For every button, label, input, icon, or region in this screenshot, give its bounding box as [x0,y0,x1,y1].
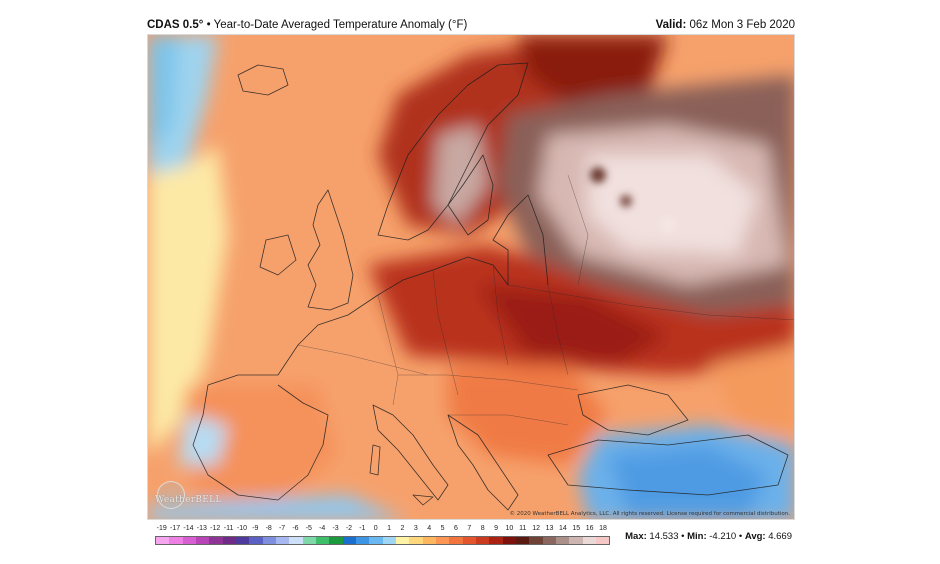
colorbar-tick-label: -10 [236,525,247,532]
colorbar-tick-label: 10 [505,525,514,532]
colorbar-segment [182,537,196,544]
colorbar-segment [435,537,450,544]
colorbar-segment [382,537,396,544]
colorbar-tick-label: -4 [319,525,326,532]
colorbar-segment [595,537,610,544]
colorbar-tick-label: 8 [480,525,485,532]
valid-value: 06z Mon 3 Feb 2020 [689,19,796,31]
colorbar-segment [329,537,343,544]
colorbar-tick-label: 12 [532,525,541,532]
colorbar-segment [529,537,543,544]
colorbar-tick-label: -19 [156,525,167,532]
colorbar-segment [169,537,183,544]
valid-label: Valid: [655,19,687,31]
colorbar-tick-label: 5 [440,525,445,532]
title-text: Year-to-Date Averaged Temperature Anomal… [213,19,468,31]
colorbar-segment [369,537,383,544]
colorbar-segment [502,537,516,544]
anomaly-map: WeatherBELL © 2020 WeatherBELL Analytics… [147,34,795,520]
colorbar-segment [515,537,530,544]
colorbar-tick-label: 0 [373,525,378,532]
colorbar-tick-label: -5 [305,525,312,532]
colorbar-tick-label: -14 [183,525,194,532]
colorbar-segment [555,537,570,544]
copyright-notice: © 2020 WeatherBELL Analytics, LLC. All r… [509,511,790,517]
colorbar-segment [355,537,370,544]
colorbar-tick-label: 11 [519,525,527,532]
colorbar-segment [342,537,356,544]
colorbar-segment [462,537,476,544]
colorbar-segment [315,537,330,544]
colorbar-tick-label: -17 [170,525,181,532]
colorbar-segment [156,537,170,544]
colorbar-tick-label: 2 [400,525,405,532]
avg-label: Avg: [744,531,766,542]
min-label: Min: [687,531,707,542]
colorbar-tick-label: 6 [453,525,458,532]
stats-readout: Max: 14.533 • Min: -4.210 • Avg: 4.669 [625,531,792,542]
title-separator: • [206,19,211,31]
colorbar-segment [289,537,303,544]
valid-time: Valid: 06z Mon 3 Feb 2020 [656,18,795,32]
colorbar-tick-label: -7 [278,525,286,532]
colorbar-segment [395,537,410,544]
colorbar-tick-label: -13 [196,525,207,532]
colorbar-segment [449,537,463,544]
colorbar-tick-label: -6 [292,525,299,532]
colorbar-segment [195,537,210,544]
colorbar-tick-label: 4 [427,525,432,532]
colorbar-tick-label: 1 [387,525,392,532]
colorbar-tick-label: 15 [572,525,581,532]
colorbar-segment [302,537,316,544]
colorbar-tick-label: -1 [359,525,366,532]
colorbar-tick-label: -11 [223,525,234,532]
colorbar-segment [409,537,423,544]
min-value: -4.210 [709,531,737,542]
map-title: CDAS 0.5° • Year-to-Date Averaged Temper… [147,18,467,32]
colorbar-segment [262,537,276,544]
colorbar-segment [275,537,290,544]
colorbar-segment [582,537,596,544]
max-label: Max: [625,531,647,542]
logo-emblem [157,481,185,509]
colorbar-segment [209,537,223,544]
model-name: CDAS 0.5° [147,19,204,31]
colorbar-tick-label: 7 [467,525,472,532]
map-canvas [148,35,794,519]
colorbar-tick-label: 9 [494,525,499,532]
colorbar-tick-label: -12 [210,525,221,532]
colorbar-tick-label: 3 [413,525,418,532]
colorbar-segment [475,537,490,544]
max-value: 14.533 [649,531,679,542]
colorbar-tick-label: -9 [252,525,259,532]
colorbar-segment [542,537,556,544]
weatherbell-logo: WeatherBELL [155,495,222,505]
colorbar-segment [235,537,250,544]
colorbar-tick-label: 16 [585,525,594,532]
colorbar-ticks: -19 -17 -14 -13 -12 -11 -10 -9 -8 -7 -6 -5 -4 -3 -2 -1 0… [155,524,610,534]
colorbar-segment [489,537,503,544]
colorbar-segment [249,537,263,544]
colorbar-segment [569,537,583,544]
title-row: CDAS 0.5° • Year-to-Date Averaged Temper… [147,18,795,32]
colorbar-segment [422,537,436,544]
avg-value: 4.669 [768,531,792,542]
colorbar-tick-label: 13 [545,525,554,532]
colorbar [155,536,610,545]
colorbar-segment [222,537,236,544]
colorbar-tick-label: -3 [332,525,339,532]
colorbar-tick-label: 14 [559,525,567,532]
colorbar-tick-label: -2 [345,525,353,532]
colorbar-tick-label: 18 [599,525,607,532]
colorbar-tick-label: -8 [265,525,272,532]
